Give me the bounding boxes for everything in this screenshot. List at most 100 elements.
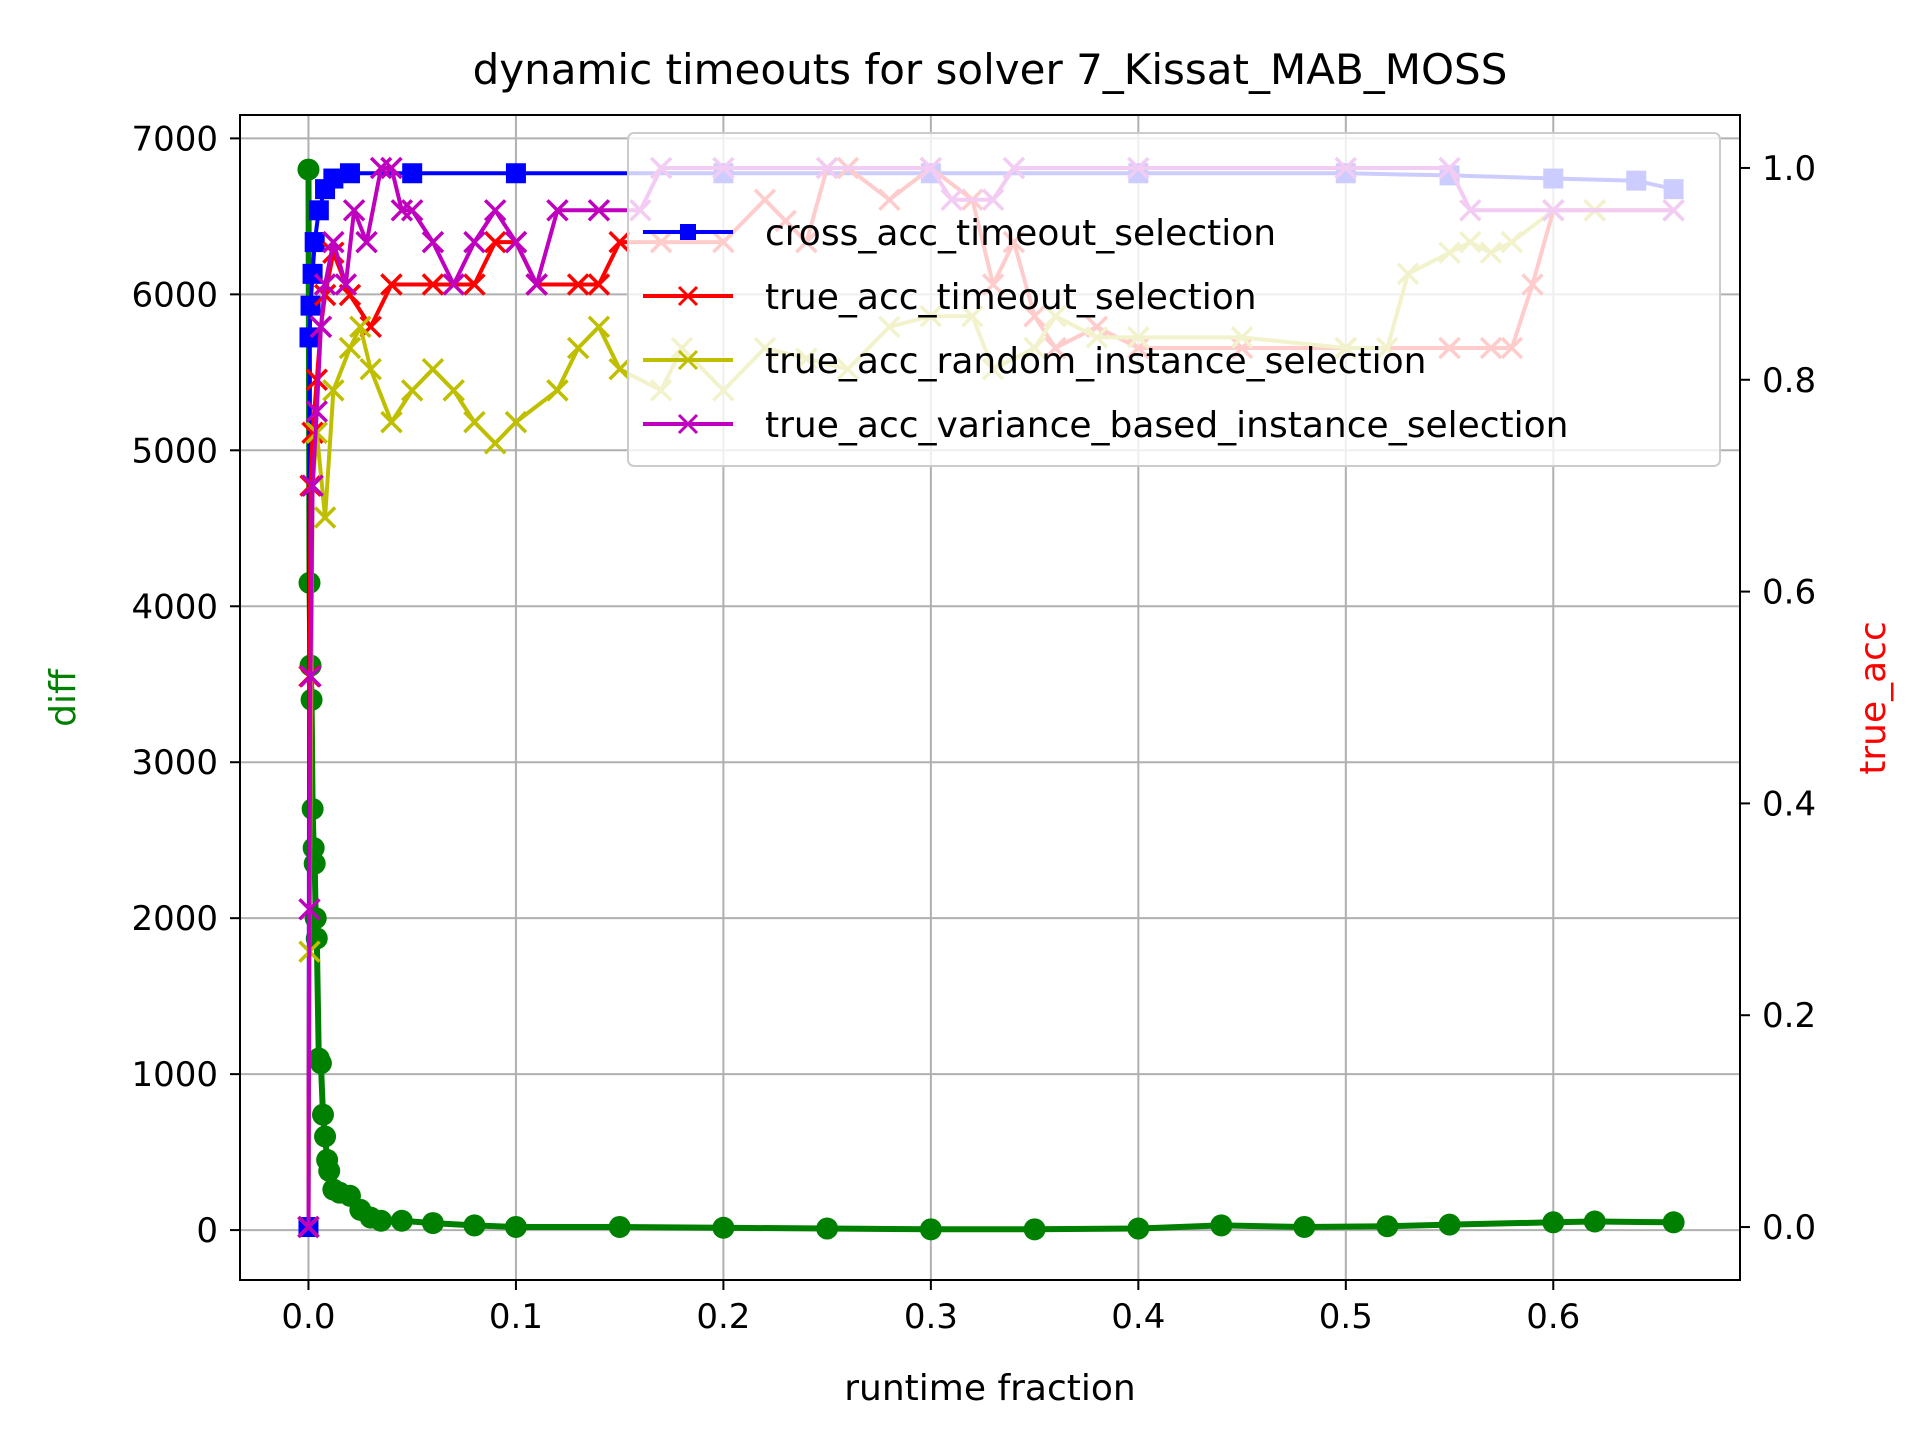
y-left-tick-label: 4000 xyxy=(131,587,218,627)
x-tick-label: 0.0 xyxy=(281,1297,335,1337)
data-point-variance xyxy=(390,199,414,222)
data-point-cross xyxy=(323,168,344,189)
x-tick-label: 0.4 xyxy=(1111,1297,1165,1337)
data-point-timeout xyxy=(608,230,631,254)
y-right-tick-label: 0.2 xyxy=(1762,996,1816,1036)
legend-entry-timeout: true_acc_timeout_selection xyxy=(643,277,1257,318)
y-axis-right-label: true_acc xyxy=(1853,621,1894,775)
x-tick-label: 0.2 xyxy=(696,1297,750,1337)
data-point-timeout xyxy=(359,315,382,339)
data-point-variance xyxy=(483,199,507,222)
y-left-tick-label: 5000 xyxy=(131,431,218,471)
data-point-random xyxy=(587,315,611,339)
data-point-diff xyxy=(390,1209,413,1232)
data-point-diff xyxy=(1127,1217,1150,1240)
data-point-variance xyxy=(546,199,569,222)
y-axis-left-label: diff xyxy=(43,668,84,727)
data-point-diff xyxy=(816,1217,839,1240)
data-point-random xyxy=(504,410,528,434)
y-left-tick-label: 1000 xyxy=(131,1055,218,1095)
x-tick-label: 0.1 xyxy=(489,1297,543,1337)
data-point-variance xyxy=(299,665,322,688)
legend-marker-timeout xyxy=(677,285,699,307)
data-point-diff xyxy=(370,1209,393,1232)
data-point-diff xyxy=(1023,1218,1046,1241)
data-point-variance xyxy=(421,230,445,254)
y-right-tick-label: 0.8 xyxy=(1762,361,1816,401)
legend-entry-variance: true_acc_variance_based_instance_selecti… xyxy=(643,405,1569,446)
legend-label-timeout: true_acc_timeout_selection xyxy=(765,277,1257,318)
x-tick-label: 0.5 xyxy=(1319,1297,1373,1337)
data-point-variance xyxy=(322,230,345,254)
data-point-variance xyxy=(400,199,424,222)
data-point-variance xyxy=(380,156,403,180)
y-left-tick-label: 6000 xyxy=(131,275,218,315)
data-point-random xyxy=(421,357,445,381)
data-point-random xyxy=(338,336,362,360)
data-point-variance xyxy=(525,273,548,296)
series-diff xyxy=(297,158,1685,1241)
data-point-diff xyxy=(919,1218,942,1241)
data-point-variance xyxy=(298,898,321,921)
data-point-diff xyxy=(463,1214,486,1237)
legend-box xyxy=(627,132,1721,467)
y-left-tick-label: 2000 xyxy=(131,899,218,939)
data-point-random xyxy=(313,506,337,529)
data-point-variance xyxy=(301,474,324,497)
data-point-timeout xyxy=(587,273,611,296)
data-point-cross xyxy=(304,232,325,253)
data-point-diff xyxy=(1542,1211,1565,1234)
data-point-variance xyxy=(442,273,465,296)
data-point-cross xyxy=(308,200,329,221)
data-point-diff xyxy=(1293,1215,1316,1238)
data-point-variance xyxy=(355,230,378,254)
data-point-cross xyxy=(339,163,360,184)
data-point-variance xyxy=(463,230,486,254)
data-point-diff xyxy=(309,1052,332,1075)
data-point-random xyxy=(483,432,507,455)
data-point-diff xyxy=(1583,1210,1606,1233)
data-point-diff xyxy=(504,1215,527,1238)
data-point-diff xyxy=(712,1216,735,1239)
y-right-tick-label: 0.4 xyxy=(1762,784,1816,824)
y-left-tick-label: 3000 xyxy=(131,743,218,783)
data-point-diff xyxy=(301,798,324,821)
data-point-random xyxy=(359,357,382,381)
legend-label-random: true_acc_random_instance_selection xyxy=(765,341,1426,382)
legend-marker-cross xyxy=(680,224,696,240)
y-left-tick-label: 7000 xyxy=(131,119,218,159)
data-point-cross xyxy=(402,163,423,184)
data-point-random xyxy=(608,357,631,381)
data-point-variance xyxy=(334,273,358,296)
data-point-diff xyxy=(421,1212,444,1235)
data-point-diff xyxy=(1376,1215,1399,1238)
y-left-tick-label: 0 xyxy=(196,1211,218,1251)
legend-entry-cross: cross_acc_timeout_selection xyxy=(643,213,1276,254)
data-point-random xyxy=(546,379,569,402)
x-tick-label: 0.6 xyxy=(1526,1297,1580,1337)
data-point-random xyxy=(400,379,424,402)
data-point-diff xyxy=(297,158,320,181)
data-point-variance xyxy=(504,230,528,254)
x-tick-label: 0.3 xyxy=(904,1297,958,1337)
data-point-diff xyxy=(1662,1211,1685,1234)
data-point-cross xyxy=(505,163,526,184)
data-point-diff xyxy=(1438,1213,1461,1236)
legend-marker-random xyxy=(677,349,699,371)
legend-label-cross: cross_acc_timeout_selection xyxy=(765,213,1276,254)
data-point-random xyxy=(349,315,372,339)
data-point-timeout xyxy=(483,230,507,254)
y-right-tick-label: 0.0 xyxy=(1762,1208,1816,1248)
data-point-variance xyxy=(309,315,333,339)
axes-frame xyxy=(239,114,1741,1281)
data-point-diff xyxy=(311,1103,334,1126)
data-point-variance xyxy=(305,400,329,423)
chart-title: dynamic timeouts for solver 7_Kissat_MAB… xyxy=(473,45,1508,94)
legend: cross_acc_timeout_selection true_acc_tim… xyxy=(627,132,1721,467)
data-point-diff xyxy=(1210,1214,1233,1237)
legend-entry-random: true_acc_random_instance_selection xyxy=(643,341,1426,382)
data-point-variance xyxy=(297,1215,320,1239)
axis-ticks: 0.0 0.1 0.2 0.3 0.4 0.5 0.6 0 1000 2000 3000 4000 50… xyxy=(131,119,1816,1337)
data-point-variance xyxy=(342,199,366,222)
